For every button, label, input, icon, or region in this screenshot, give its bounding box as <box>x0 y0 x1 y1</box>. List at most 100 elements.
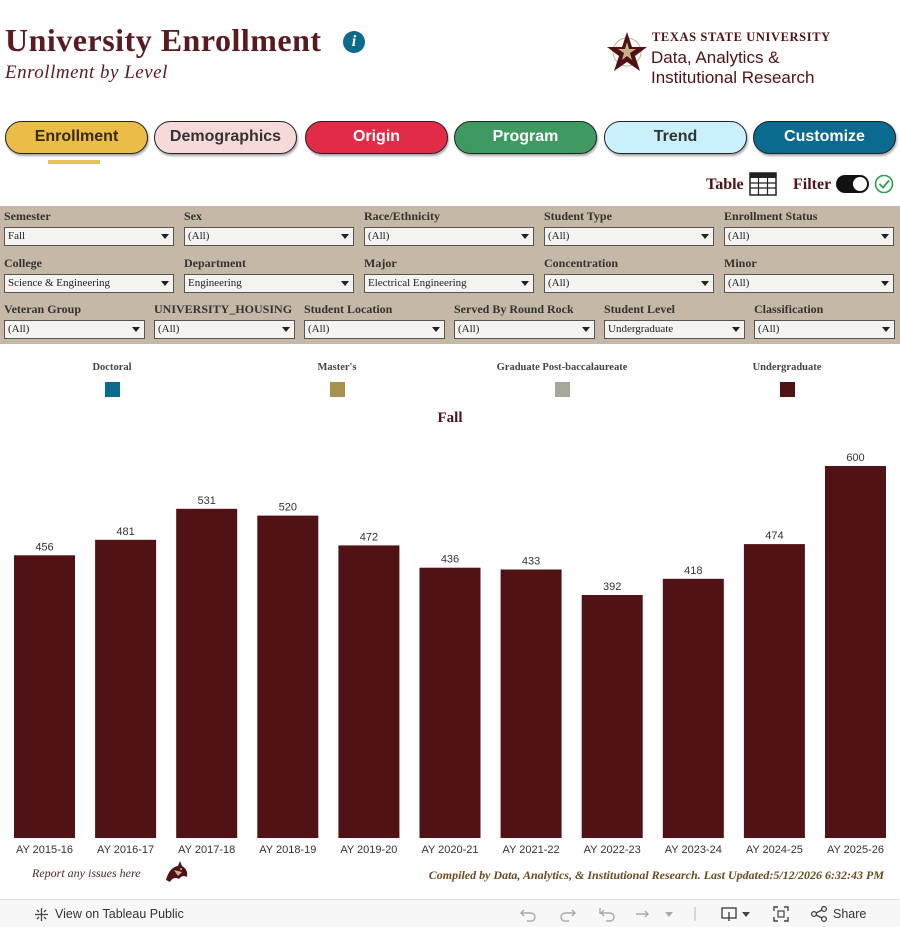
x-tick-label: AY 2020-21 <box>421 844 478 856</box>
filter-dropdown[interactable]: (All) <box>544 227 714 246</box>
filter-dropdown[interactable]: (All) <box>184 227 354 246</box>
filter-label: Concentration <box>544 256 618 270</box>
bar[interactable] <box>257 515 319 838</box>
legend-item[interactable]: Undergraduate <box>697 362 877 397</box>
tab-enrollment[interactable]: Enrollment <box>5 121 148 154</box>
filter-dropdown[interactable]: Science & Engineering <box>4 274 174 293</box>
star-logo-icon <box>607 32 647 71</box>
filter-dropdown[interactable]: (All) <box>544 274 714 293</box>
legend-label: Doctoral <box>92 362 132 373</box>
bar-value-label: 531 <box>198 495 216 507</box>
bar[interactable] <box>176 508 238 838</box>
bar[interactable] <box>581 595 643 838</box>
download-icon[interactable] <box>720 906 752 922</box>
undo-icon[interactable] <box>519 906 537 922</box>
filter-dropdown[interactable]: (All) <box>724 274 894 293</box>
filter-dropdown[interactable]: (All) <box>454 320 595 339</box>
filter-selected-value: Fall <box>8 230 26 242</box>
filter-label: College <box>4 256 42 270</box>
filter-dropdown[interactable]: Undergraduate <box>604 320 745 339</box>
bar-value-label: 436 <box>441 554 459 566</box>
chevron-down-icon <box>341 281 349 286</box>
x-tick-label: AY 2018-19 <box>259 844 316 856</box>
filter-sex: Sex (All) <box>184 209 354 246</box>
info-icon[interactable]: i <box>343 31 365 53</box>
filter-dropdown[interactable]: (All) <box>364 227 534 246</box>
filter-dropdown[interactable]: Fall <box>4 227 174 246</box>
bar[interactable] <box>825 466 886 838</box>
filter-label: Student Level <box>604 302 676 316</box>
tab-trend[interactable]: Trend <box>604 121 747 154</box>
university-logo: TEXAS STATE UNIVERSITY Data, Analytics &… <box>605 30 845 90</box>
filter-dropdown[interactable]: (All) <box>154 320 295 339</box>
tab-origin[interactable]: Origin <box>305 121 448 154</box>
nav-tabs: Enrollment Demographics Origin Program Trend… <box>0 121 900 165</box>
bar[interactable] <box>662 578 724 838</box>
bar[interactable] <box>500 569 562 839</box>
tableau-toolbar: View on Tableau Public Share <box>0 899 900 927</box>
enrollment-bar-chart: 456 AY 2015-16 481 AY 2016-17 531 AY 2017-18 5… <box>14 452 886 856</box>
bar[interactable] <box>95 539 157 838</box>
bar[interactable] <box>338 545 400 838</box>
bar-value-label: 472 <box>360 531 378 543</box>
refresh-dropdown-icon[interactable] <box>664 906 674 922</box>
filter-served-by-round-rock: Served By Round Rock (All) <box>454 302 595 339</box>
chevron-down-icon <box>432 327 440 332</box>
legend-label: Graduate Post-baccalaureate <box>496 362 628 373</box>
logo-dept-line1: Data, Analytics & <box>651 48 780 67</box>
filter-selected-value: Engineering <box>188 277 242 289</box>
legend-swatch <box>104 382 120 397</box>
table-toggle-label[interactable]: Table <box>706 176 744 193</box>
filter-panel: Semester Fall Sex (All) Race/Ethnicity (All) S… <box>0 206 900 344</box>
refresh-icon[interactable] <box>634 906 652 922</box>
filter-dropdown[interactable]: (All) <box>4 320 145 339</box>
filter-toggle[interactable] <box>836 175 869 193</box>
filter-selected-value: (All) <box>548 230 570 242</box>
tab-program[interactable]: Program <box>454 121 597 154</box>
bar[interactable] <box>14 555 75 838</box>
filter-dropdown[interactable]: (All) <box>724 227 894 246</box>
view-on-tableau-link[interactable]: View on Tableau Public <box>55 907 184 921</box>
table-grid-icon[interactable] <box>749 172 777 196</box>
bar[interactable] <box>419 567 481 838</box>
bar-value-label: 456 <box>35 541 53 553</box>
filter-department: Department Engineering <box>184 256 354 293</box>
filter-selected-value: (All) <box>728 230 750 242</box>
legend-item[interactable]: Graduate Post-baccalaureate <box>472 362 652 397</box>
filter-label: Race/Ethnicity <box>364 209 440 223</box>
legend-swatch <box>779 382 795 397</box>
filter-label: UNIVERSITY_HOUSING <box>154 302 293 316</box>
x-tick-label: AY 2019-20 <box>340 844 397 856</box>
filter-semester: Semester Fall <box>4 209 174 246</box>
tableau-logo-icon[interactable] <box>34 907 49 922</box>
bar[interactable] <box>743 544 805 838</box>
x-tick-label: AY 2017-18 <box>178 844 235 856</box>
legend-swatch <box>329 382 345 397</box>
filter-selected-value: (All) <box>368 230 390 242</box>
filter-major: Major Electrical Engineering <box>364 256 534 293</box>
filter-dropdown[interactable]: Electrical Engineering <box>364 274 534 293</box>
filter-race-ethnicity: Race/Ethnicity (All) <box>364 209 534 246</box>
filter-label: Semester <box>4 209 51 223</box>
legend-item[interactable]: Doctoral <box>22 362 202 397</box>
chevron-down-icon <box>881 281 889 286</box>
filter-dropdown[interactable]: Engineering <box>184 274 354 293</box>
report-issues-link[interactable]: Report any issues here <box>32 866 141 880</box>
filter-dropdown[interactable]: (All) <box>754 320 895 339</box>
revert-icon[interactable] <box>598 906 616 922</box>
share-icon[interactable] <box>810 906 828 922</box>
filter-student-level: Student Level Undergraduate <box>604 302 745 339</box>
redo-icon[interactable] <box>559 906 577 922</box>
legend-item[interactable]: Master's <box>247 362 427 397</box>
fullscreen-icon[interactable] <box>772 906 790 922</box>
tab-demographics[interactable]: Demographics <box>154 121 297 154</box>
filter-university-housing: UNIVERSITY_HOUSING (All) <box>154 302 295 339</box>
share-button[interactable]: Share <box>833 907 867 921</box>
tab-customize[interactable]: Customize <box>753 121 896 154</box>
chevron-down-icon <box>521 281 529 286</box>
filter-selected-value: Science & Engineering <box>8 277 111 289</box>
filter-dropdown[interactable]: (All) <box>304 320 445 339</box>
filter-selected-value: (All) <box>8 323 30 335</box>
active-tab-indicator <box>48 160 100 164</box>
chevron-down-icon <box>132 327 140 332</box>
